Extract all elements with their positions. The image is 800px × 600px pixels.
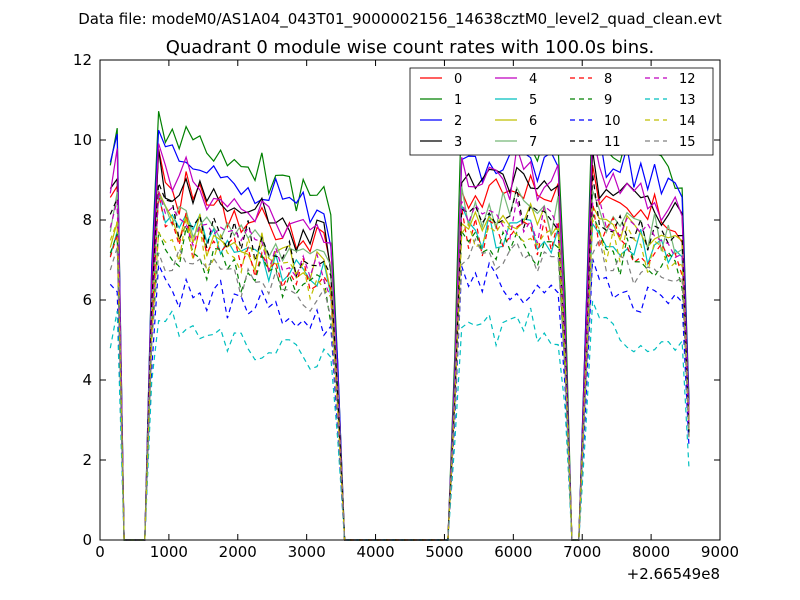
x-tick-label: 5000 <box>425 543 463 561</box>
y-tick-label: 8 <box>82 211 92 229</box>
series-line-11 <box>109 173 690 541</box>
x-tick-label: 4000 <box>356 543 394 561</box>
legend-frame <box>409 67 714 156</box>
legend-label-10: 10 <box>604 114 621 129</box>
legend-label-14: 14 <box>679 114 696 129</box>
y-tick-label: 4 <box>82 371 92 389</box>
x-tick-label: 3000 <box>288 543 326 561</box>
x-tick-label: 6000 <box>494 543 532 561</box>
legend-label-13: 13 <box>679 93 696 108</box>
legend-label-8: 8 <box>604 72 612 87</box>
legend-label-6: 6 <box>529 114 537 129</box>
x-tick-label: 2000 <box>219 543 257 561</box>
legend-label-7: 7 <box>529 135 537 150</box>
axis-ticks: 0 1000 2000 3000 4000 5000 6000 7000 8000 9000 0 2 4… <box>73 51 739 561</box>
y-tick-label: 10 <box>73 131 92 149</box>
x-tick-label: 9000 <box>701 543 739 561</box>
legend-label-3: 3 <box>454 135 462 150</box>
legend-label-5: 5 <box>529 93 537 108</box>
x-tick-label: 0 <box>95 543 105 561</box>
legend-label-9: 9 <box>604 93 612 108</box>
chart-title: Quadrant 0 module wise count rates with … <box>166 37 655 58</box>
legend-label-15: 15 <box>679 135 696 150</box>
chart-suptitle: Data file: modeM0/AS1A04_043T01_90000021… <box>78 10 722 29</box>
legend-label-12: 12 <box>679 72 696 87</box>
plot-area: 0 1000 2000 3000 4000 5000 6000 7000 8000 9000 0 2 4… <box>73 51 739 561</box>
legend-label-4: 4 <box>529 72 537 87</box>
y-tick-label: 12 <box>73 51 92 69</box>
y-tick-label: 2 <box>82 451 92 469</box>
x-offset-label: +2.66549e8 <box>627 565 720 583</box>
x-tick-label: 8000 <box>632 543 670 561</box>
y-tick-label: 0 <box>82 531 92 549</box>
legend-label-11: 11 <box>604 135 621 150</box>
x-tick-label: 7000 <box>563 543 601 561</box>
legend-label-2: 2 <box>454 114 462 129</box>
legend-label-1: 1 <box>454 93 462 108</box>
legend-label-0: 0 <box>454 72 462 87</box>
axes-frame <box>99 59 721 541</box>
y-tick-label: 6 <box>82 291 92 309</box>
x-tick-label: 1000 <box>150 543 188 561</box>
